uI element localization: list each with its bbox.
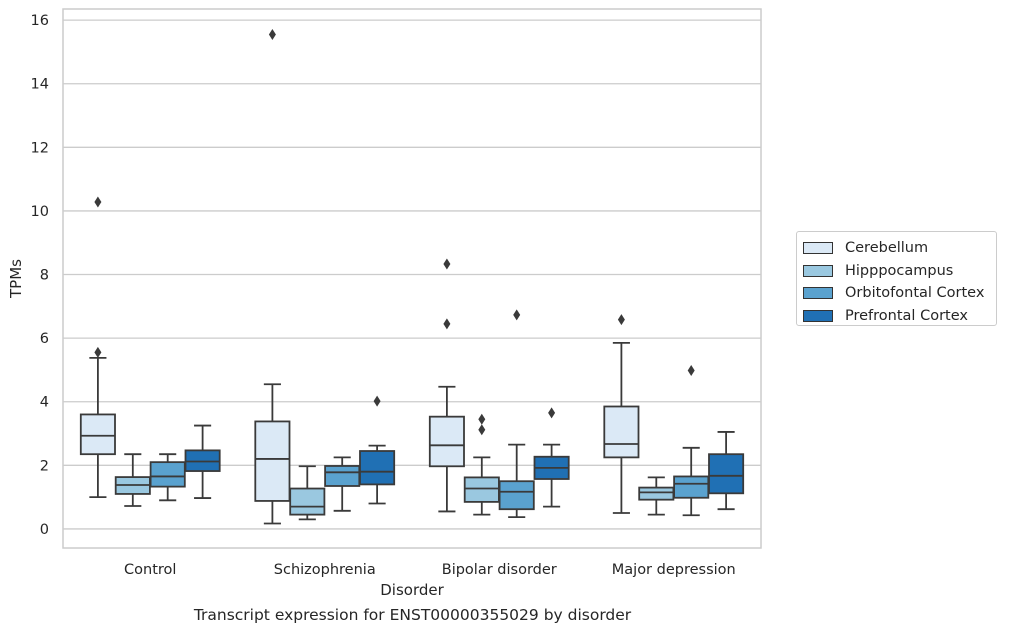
y-tick-label: 2 <box>40 458 49 474</box>
outlier-point <box>548 407 556 419</box>
y-tick-label: 6 <box>40 331 49 347</box>
legend-swatch-cerebellum <box>803 242 833 255</box>
outlier-point <box>443 258 451 270</box>
outlier-point <box>513 309 521 321</box>
outlier-point <box>617 314 625 326</box>
box-3-3 <box>708 431 745 511</box>
x-tick-label: Major depression <box>612 562 736 578</box>
legend-swatch-orbitofrontal <box>803 287 833 300</box>
iqr-box <box>254 420 291 502</box>
y-tick-label: 10 <box>31 204 49 220</box>
x-axis-label: Disorder <box>380 581 444 599</box>
box-0-3 <box>603 314 640 514</box>
legend-label-cerebellum: Cerebellum <box>845 240 929 257</box>
box-2-2 <box>498 309 535 519</box>
box-2-1 <box>324 456 361 512</box>
iqr-box <box>79 413 116 456</box>
box-0-2 <box>428 258 465 513</box>
iqr-box <box>673 475 710 499</box>
y-axis-label: TPMs <box>7 259 25 299</box>
iqr-box <box>324 465 361 487</box>
box-2-3 <box>673 365 710 517</box>
y-tick-label: 14 <box>31 77 49 93</box>
legend-item-hippocampus: Hipppocampus <box>803 260 996 283</box>
iqr-box <box>708 453 745 495</box>
outlier-point <box>94 196 102 208</box>
y-tick-label: 12 <box>31 140 49 156</box>
outlier-point <box>373 395 381 407</box>
box-3-2 <box>533 407 570 508</box>
legend-label-hippocampus: Hipppocampus <box>845 262 954 279</box>
iqr-box <box>463 476 500 503</box>
legend-item-prefrontal: Prefrontal Cortex <box>803 305 996 328</box>
outlier-point <box>478 424 486 436</box>
legend-item-cerebellum: Cerebellum <box>803 237 996 260</box>
figure-caption: Transcript expression for ENST0000035502… <box>193 606 632 624</box>
x-tick-label: Bipolar disorder <box>442 562 557 578</box>
y-tick-label: 4 <box>40 395 49 411</box>
box-1-3 <box>638 476 675 516</box>
iqr-box <box>603 405 640 459</box>
legend-item-orbitofrontal: Orbitofontal Cortex <box>803 282 996 305</box>
plot-area-border <box>62 8 762 549</box>
legend-swatch-prefrontal <box>803 309 833 322</box>
outlier-point <box>443 318 451 330</box>
box-0-0 <box>79 196 116 499</box>
iqr-box <box>289 487 326 516</box>
iqr-box <box>428 415 465 468</box>
legend-label-prefrontal: Prefrontal Cortex <box>845 307 968 324</box>
x-tick-label: Control <box>124 562 176 578</box>
outlier-point <box>478 413 486 425</box>
box-2-0 <box>149 453 186 502</box>
iqr-box <box>638 486 675 501</box>
outlier-point <box>94 346 102 358</box>
legend-swatch-hippocampus <box>803 264 833 277</box>
iqr-box <box>359 450 396 486</box>
y-tick-label: 0 <box>40 522 49 538</box>
box-1-0 <box>114 453 151 507</box>
box-1-1 <box>289 465 326 521</box>
y-tick-label: 8 <box>40 268 49 284</box>
iqr-box <box>498 480 535 511</box>
outlier-point <box>268 28 276 40</box>
iqr-box <box>149 461 186 488</box>
x-tick-label: Schizophrenia <box>274 562 376 578</box>
box-3-0 <box>184 424 221 499</box>
box-1-2 <box>463 413 500 516</box>
legend: Cerebellum Hipppocampus Orbitofontal Cor… <box>796 231 997 326</box>
box-0-1 <box>254 28 291 525</box>
legend-label-orbitofrontal: Orbitofontal Cortex <box>845 285 985 302</box>
y-tick-label: 16 <box>31 13 49 29</box>
outlier-point <box>687 365 695 377</box>
box-3-1 <box>359 395 396 505</box>
